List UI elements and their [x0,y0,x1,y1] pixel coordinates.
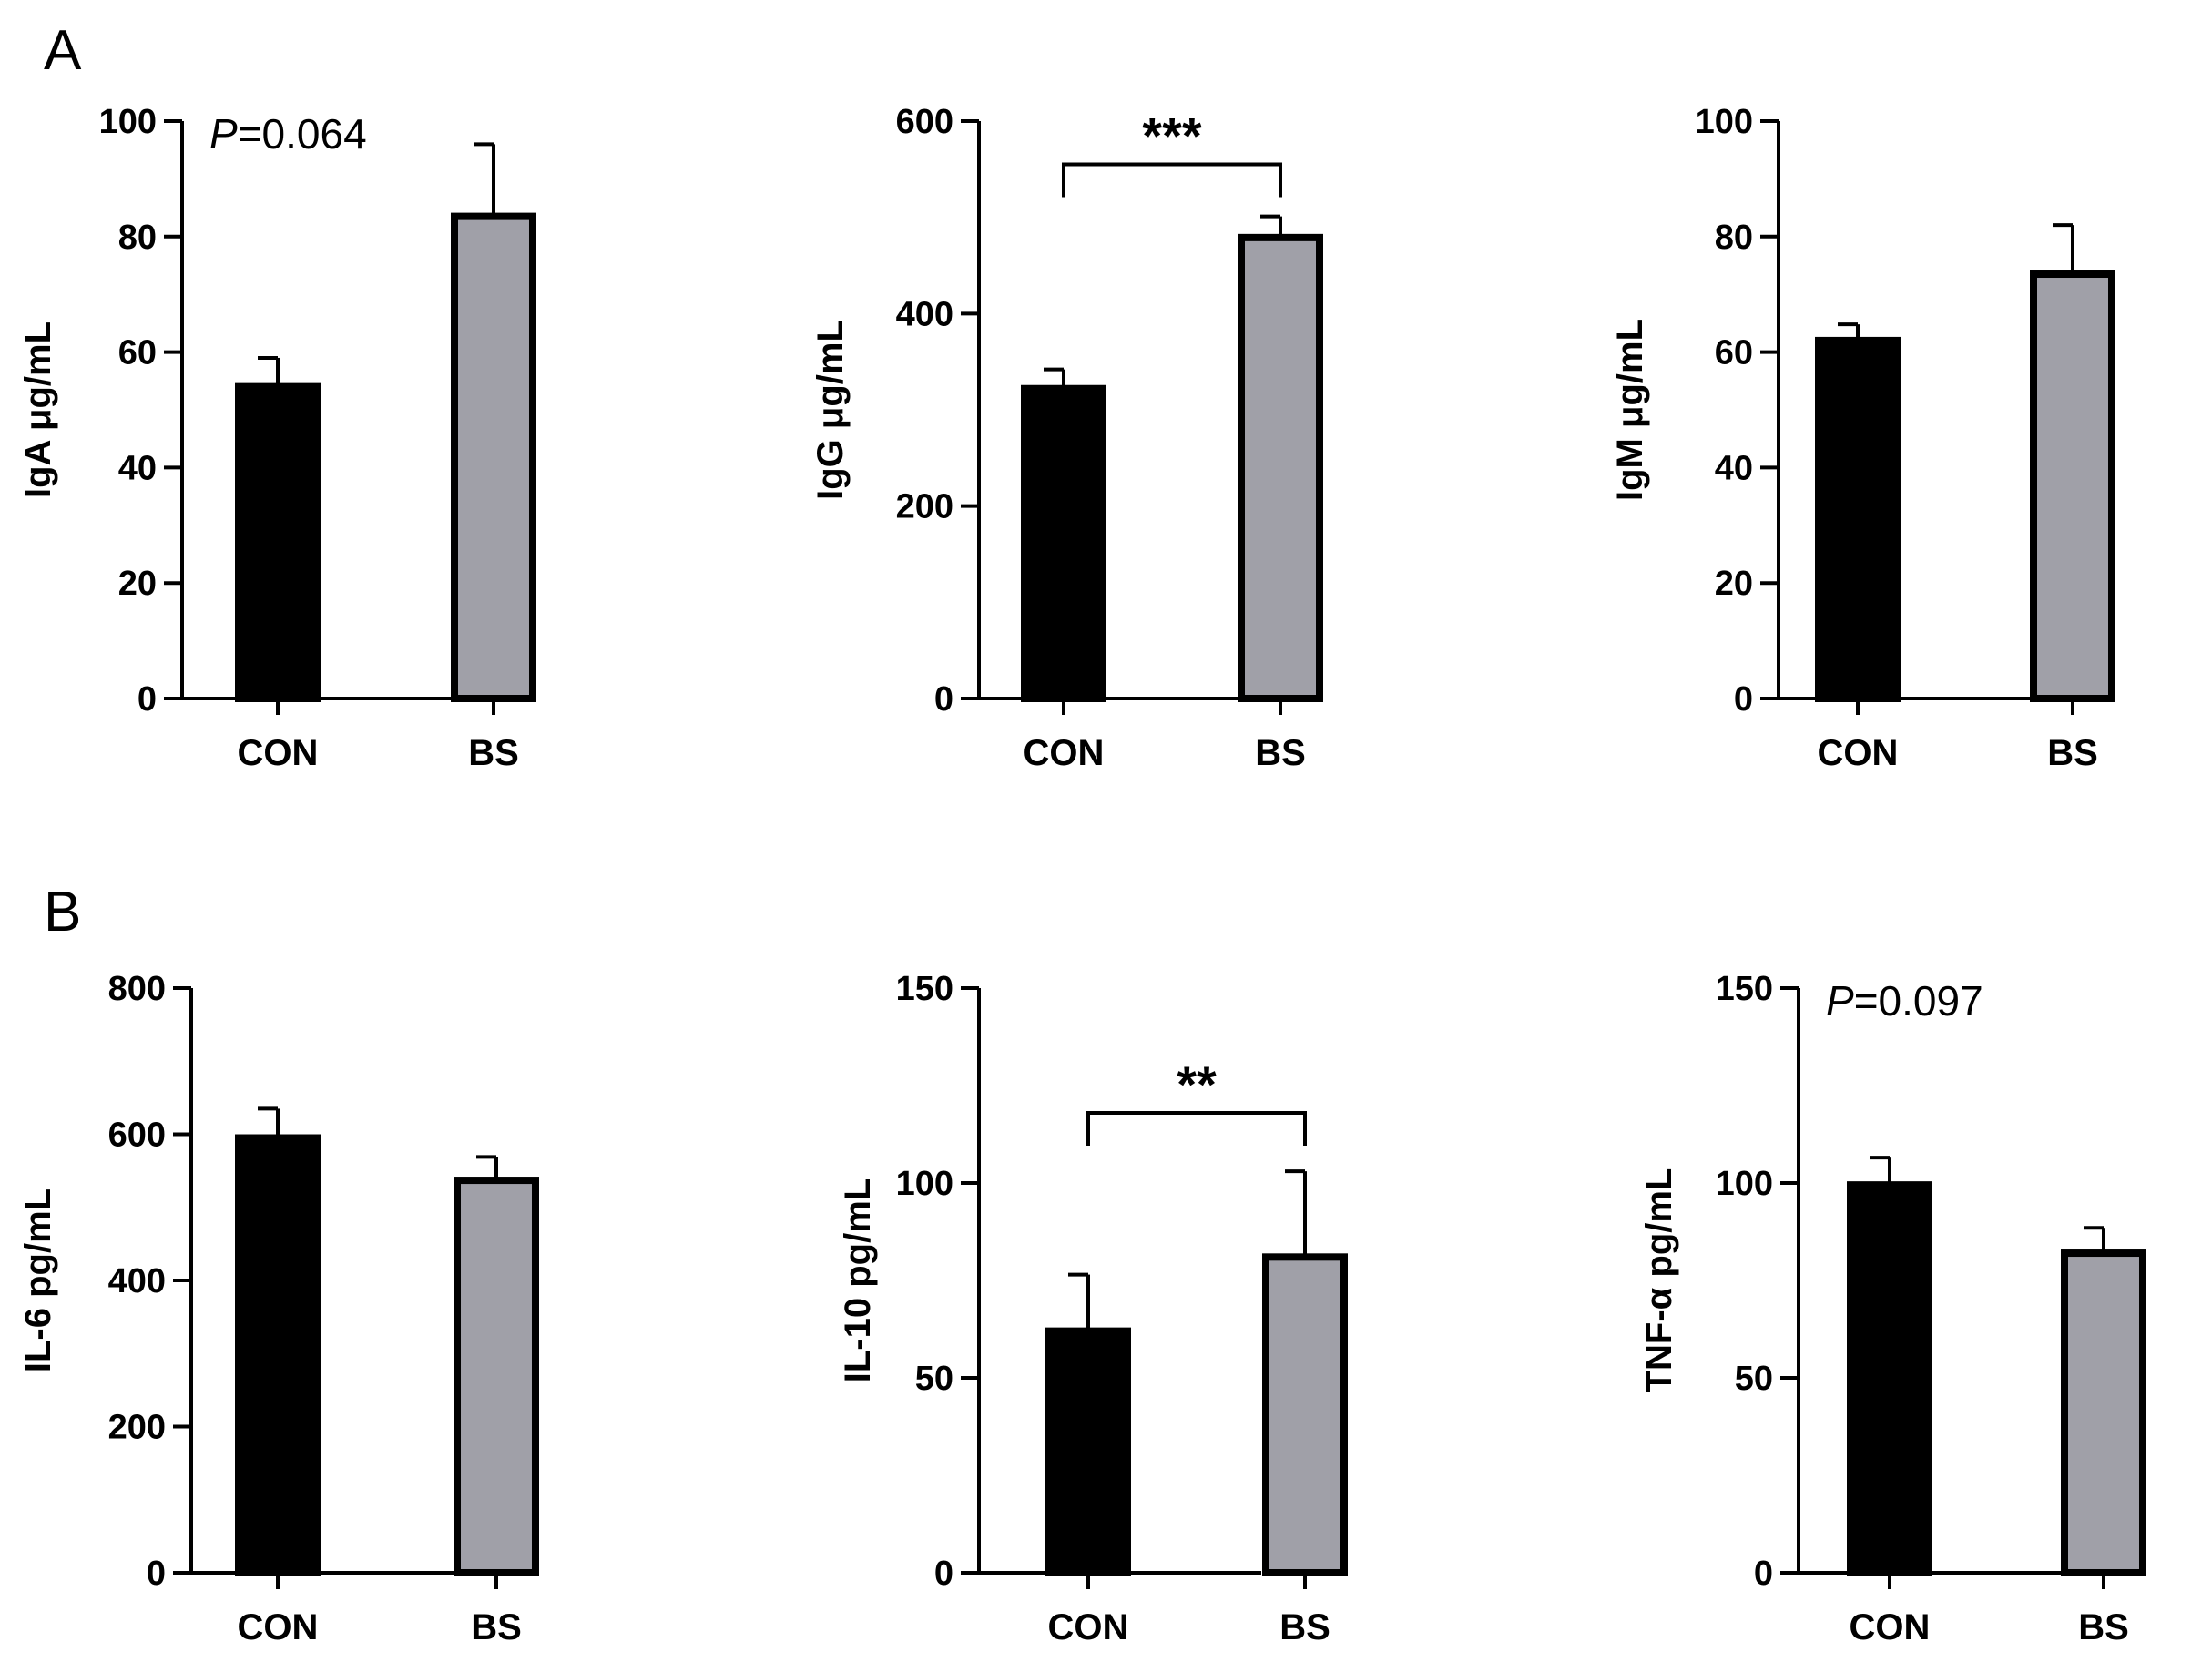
y-tick-label: 200 [896,488,953,526]
y-tick-label: 100 [1716,1165,1773,1203]
bar-bs [2030,270,2115,702]
chart-5: 0 50 100 150 CON BS IL-10 pg/mL ** [838,970,1348,1647]
x-tick-label: BS [471,1607,522,1647]
x-tick-label: BS [468,733,519,773]
p-value-annotation: P=0.097 [1826,977,1983,1025]
y-axis-label: IgA μg/mL [18,321,58,498]
y-tick-label: 0 [1734,680,1753,719]
chart-4: 0 200 400 600 800 CON BS IL-6 pg/mL [18,970,539,1647]
y-tick-label: 150 [1716,970,1773,1008]
y-axis-label: TNF-α pg/mL [1639,1168,1679,1393]
panel-label-a: A [44,19,82,82]
y-axis-label: IL-6 pg/mL [18,1188,58,1372]
p-value-annotation: P=0.064 [209,110,367,158]
significance-bracket [1086,1110,1307,1146]
y-axis-label: IgM μg/mL [1610,319,1650,501]
y-tick-label: 800 [108,970,166,1008]
y-axis-label: IgG μg/mL [810,320,851,500]
y-tick-label: 0 [934,1555,953,1593]
bar-con [235,1134,321,1576]
y-tick-label: 600 [108,1116,166,1155]
y-tick-label: 20 [118,565,157,603]
y-tick-label: 60 [1715,334,1753,372]
p-value-text: =0.064 [238,110,367,158]
bar-con [1045,1327,1131,1576]
x-tick-label: CON [238,733,319,773]
y-tick-label: 60 [118,334,157,372]
bar-bs [451,212,536,703]
y-tick-label: 50 [915,1360,953,1398]
y-tick-label: 100 [1696,103,1753,141]
p-symbol: P [1826,977,1854,1025]
x-tick-label: CON [1850,1607,1931,1647]
bar-bs [2061,1249,2146,1577]
p-symbol: P [209,110,238,158]
y-tick-label: 0 [934,680,953,719]
y-tick-label: 400 [108,1262,166,1300]
bar-bs [454,1177,539,1576]
chart-3: 0 20 40 60 80 100 CON BS IgM μg/mL [1610,103,2115,773]
x-tick-label: CON [238,1607,319,1647]
bar-bs [1262,1253,1348,1576]
y-tick-label: 200 [108,1409,166,1447]
y-tick-label: 50 [1735,1360,1773,1398]
bar-con [1815,336,1901,702]
y-tick-label: 600 [896,103,953,141]
y-tick-label: 100 [896,1165,953,1203]
x-tick-label: CON [1024,733,1105,773]
x-tick-label: BS [1279,1607,1330,1647]
chart-6: 0 50 100 150 CON BS TNF-α pg/mL P=0.097 [1639,970,2146,1647]
significance-bracket [1062,162,1282,198]
x-tick-label: BS [2078,1607,2129,1647]
y-tick-label: 40 [118,449,157,487]
y-tick-label: 0 [147,1555,166,1593]
y-tick-label: 400 [896,295,953,333]
y-tick-label: 0 [138,680,157,719]
bar-con [1847,1181,1932,1576]
bar-con [235,382,321,702]
y-tick-label: 20 [1715,565,1753,603]
bar-bs [1238,233,1323,702]
y-tick-label: 0 [1754,1555,1773,1593]
x-tick-label: BS [1255,733,1306,773]
significance-stars: *** [1142,107,1202,165]
y-tick-label: 40 [1715,449,1753,487]
chart-2: 0 200 400 600 CON BS IgG μg/mL *** [810,103,1323,773]
panel-label-b: B [44,881,81,943]
y-tick-label: 80 [118,219,157,257]
x-tick-label: CON [1048,1607,1129,1647]
x-tick-label: BS [2047,733,2098,773]
y-axis-label: IL-10 pg/mL [838,1178,878,1382]
y-tick-label: 150 [896,970,953,1008]
bar-con [1021,384,1106,702]
chart-1: 0 20 40 60 80 100 CON BS IgA μg/mL P=0.064 [18,103,536,773]
x-tick-label: CON [1818,733,1899,773]
y-tick-label: 80 [1715,219,1753,257]
p-value-text: =0.097 [1854,977,1983,1025]
significance-stars: ** [1177,1055,1217,1113]
y-tick-label: 100 [99,103,157,141]
